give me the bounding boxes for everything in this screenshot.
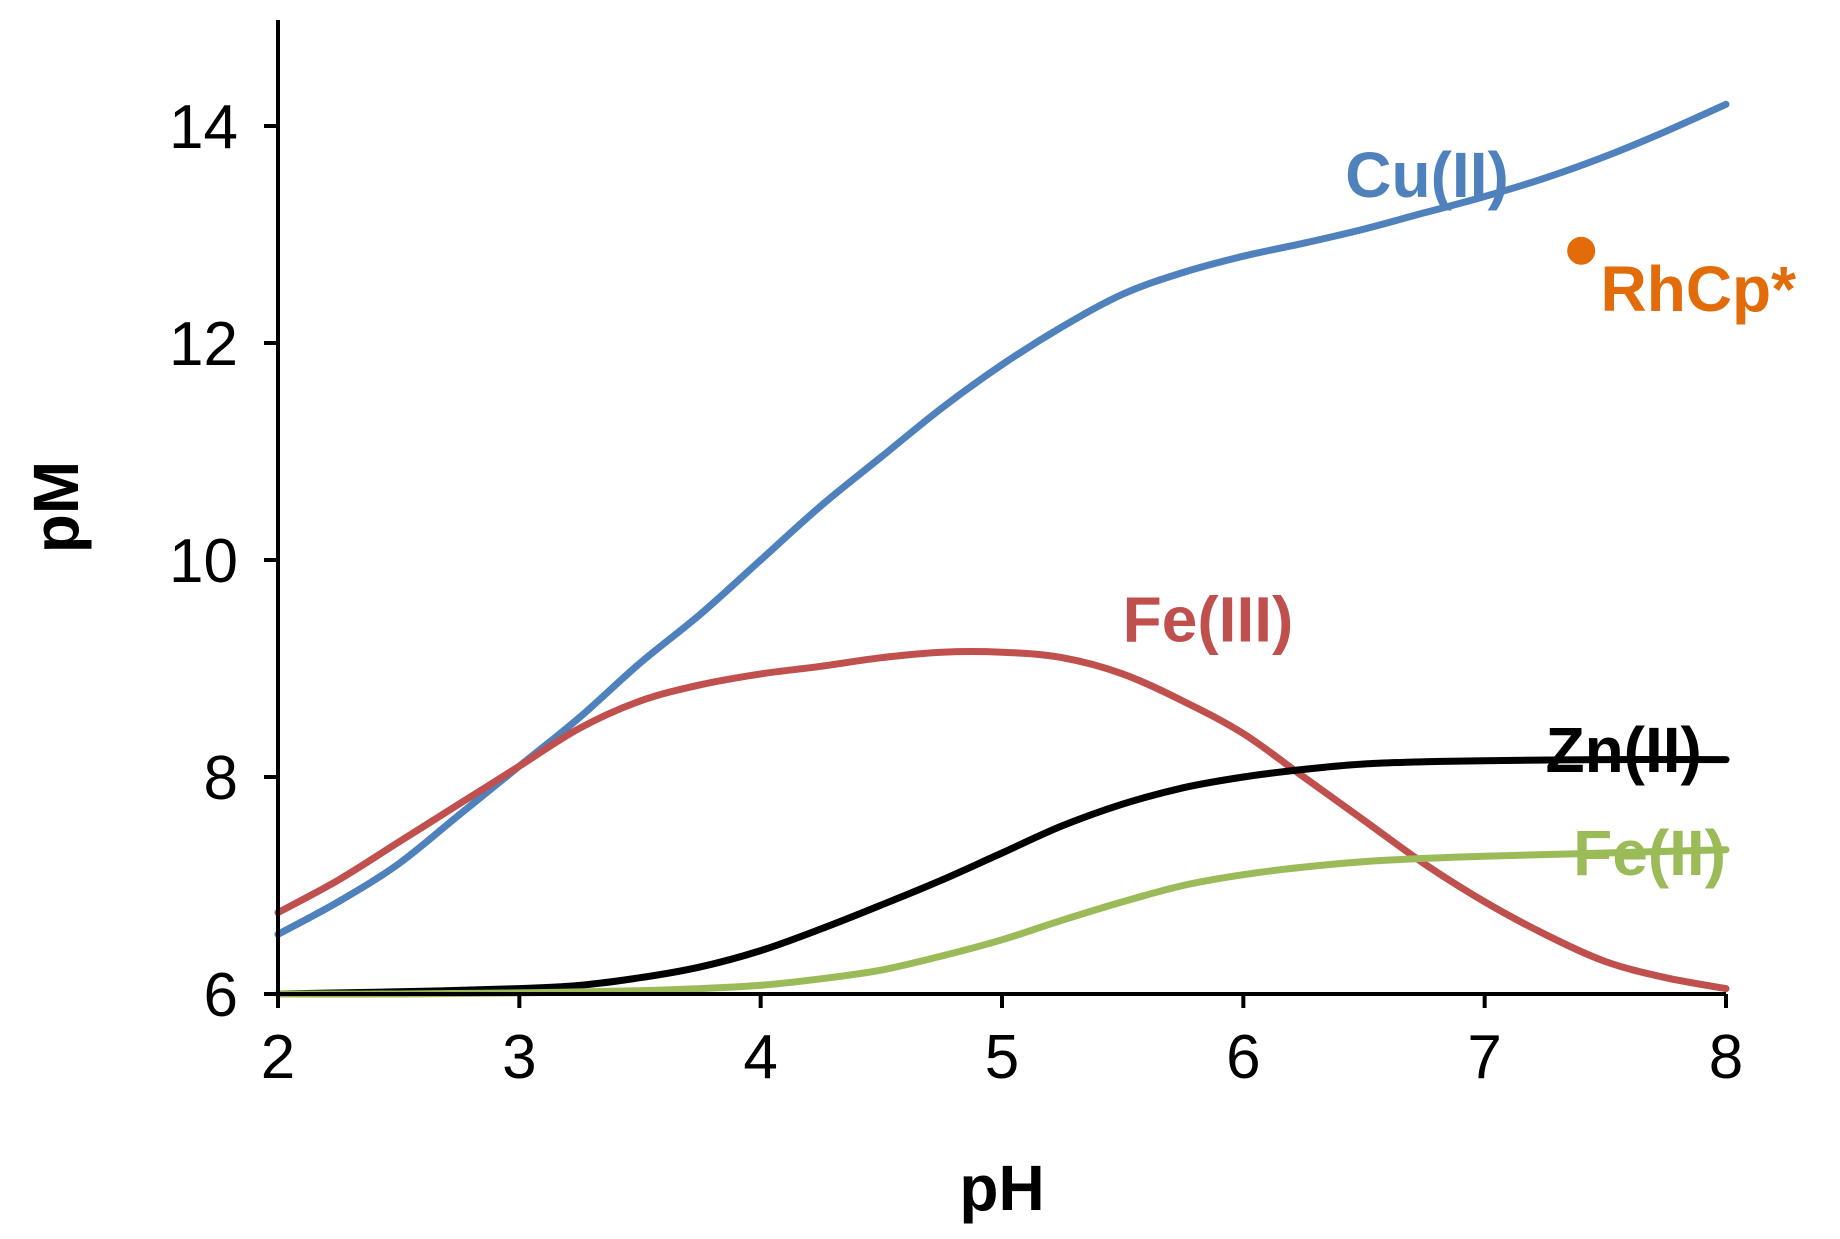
y-tick-label-14: 14	[169, 93, 238, 162]
x-tick-label-4: 4	[743, 1023, 777, 1092]
x-tick-label-6: 6	[1226, 1023, 1260, 1092]
labels-layer: Cu(II) RhCp* Fe(III) Zn(II) Fe(II)	[1123, 139, 1796, 889]
point-rhcp	[1567, 236, 1596, 265]
x-tick-label-8: 8	[1709, 1023, 1743, 1092]
series-line-zn-ii	[274, 756, 1730, 998]
y-tick-label-6: 6	[204, 961, 238, 1030]
ticks-layer: 6 8 10 12 14 2 3 4 5 6 7 8	[169, 93, 1743, 1092]
y-tick-label-8: 8	[204, 744, 238, 813]
label-rhcp: RhCp*	[1601, 253, 1797, 325]
label-fe-ii: Fe(II)	[1573, 817, 1726, 889]
x-tick-label-2: 2	[261, 1023, 295, 1092]
series-line-fe-iii	[274, 648, 1730, 993]
series-line-cu-ii	[274, 100, 1730, 938]
x-tick-label-3: 3	[502, 1023, 536, 1092]
y-tick-label-10: 10	[169, 527, 238, 596]
y-axis-title: pM	[20, 461, 92, 553]
series-layer	[274, 100, 1730, 998]
label-cu-ii: Cu(II)	[1345, 139, 1509, 211]
series-line-fe-ii	[274, 846, 1730, 998]
x-axis-title: pH	[959, 1152, 1044, 1224]
x-tick-label-5: 5	[985, 1023, 1019, 1092]
label-zn-ii: Zn(II)	[1545, 714, 1701, 786]
y-tick-label-12: 12	[169, 310, 238, 379]
x-tick-label-7: 7	[1467, 1023, 1501, 1092]
label-fe-iii: Fe(III)	[1123, 584, 1294, 656]
